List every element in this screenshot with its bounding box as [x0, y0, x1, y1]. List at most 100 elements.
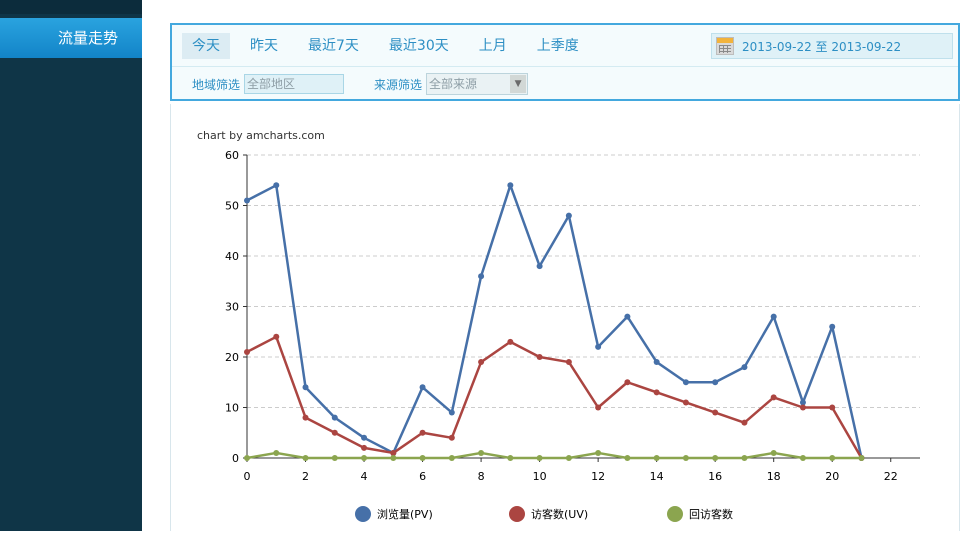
tab-yesterday[interactable]: 昨天 [250, 38, 278, 54]
tab-last-30-days[interactable]: 最近30天 [388, 38, 449, 54]
x-tick-label: 8 [478, 470, 485, 483]
date-tabs: 今天 昨天 最近7天 最近30天 上月 上季度 [182, 33, 599, 59]
data-point [799, 399, 806, 406]
data-point [244, 455, 250, 461]
legend-label: 浏览量(PV) [377, 507, 433, 521]
data-point [682, 399, 689, 406]
data-point [448, 409, 455, 416]
data-point [419, 429, 426, 436]
data-point [273, 333, 280, 340]
series-line-0 [246, 184, 863, 459]
data-point [624, 313, 631, 320]
series-line-2 [246, 451, 862, 460]
y-tick-label: 0 [232, 452, 239, 465]
legend-marker [667, 506, 683, 522]
data-point [653, 359, 660, 366]
data-point [419, 455, 426, 461]
data-point [595, 404, 602, 411]
data-point [331, 429, 338, 436]
data-point [712, 379, 719, 386]
data-point [478, 449, 485, 456]
data-point [448, 455, 455, 461]
sidebar-top-strip [0, 0, 142, 14]
sidebar: 流量走势 [0, 0, 142, 531]
legend-marker [355, 506, 371, 522]
y-tick-label: 50 [225, 200, 239, 213]
tab-last-quarter[interactable]: 上季度 [536, 38, 579, 54]
tab-today[interactable]: 今天 [182, 33, 230, 59]
chevron-down-icon[interactable]: ▼ [510, 75, 527, 93]
data-point [536, 455, 543, 461]
data-point [273, 182, 280, 189]
data-point [653, 389, 660, 396]
data-point [653, 455, 660, 461]
data-point [244, 197, 250, 204]
data-point [712, 455, 719, 461]
chart-credit: chart by amcharts.com [197, 129, 325, 142]
y-tick-label: 20 [225, 351, 239, 364]
data-point [624, 379, 631, 386]
x-tick-label: 22 [884, 470, 898, 483]
data-point [799, 404, 806, 411]
legend-marker [509, 506, 525, 522]
data-point [770, 394, 777, 401]
data-point [595, 343, 602, 350]
date-range-text: 2013-09-22 至 2013-09-22 [742, 39, 902, 54]
data-point [741, 419, 748, 426]
data-point [682, 379, 689, 386]
data-point [595, 449, 602, 456]
x-tick-label: 2 [302, 470, 309, 483]
data-point [565, 212, 572, 219]
data-point [331, 455, 338, 461]
data-point [244, 348, 250, 355]
legend-label: 回访客数 [689, 507, 733, 521]
sidebar-item-traffic-trend[interactable]: 流量走势 [0, 18, 142, 58]
x-tick-label: 12 [591, 470, 605, 483]
data-point [507, 338, 514, 345]
date-range-picker[interactable]: 2013-09-22 至 2013-09-22 [711, 33, 953, 59]
region-filter-label: 地域筛选 [192, 77, 241, 92]
calendar-icon[interactable] [716, 37, 734, 55]
x-tick-label: 6 [419, 470, 426, 483]
y-tick-label: 40 [225, 250, 239, 263]
data-point [361, 444, 368, 451]
data-point [390, 449, 397, 456]
data-point [858, 455, 865, 461]
data-point [302, 455, 309, 461]
traffic-chart: chart by amcharts.com 0 10 20 30 40 50 60 0 2 4 6 8 1… [197, 129, 920, 522]
data-point [770, 449, 777, 456]
source-filter-select[interactable]: 全部来源 ▼ [426, 73, 529, 95]
data-point [507, 182, 514, 189]
data-point [829, 323, 836, 330]
data-point [361, 434, 368, 441]
data-point [302, 384, 309, 391]
x-tick-label: 4 [361, 470, 368, 483]
x-tick-label: 10 [533, 470, 547, 483]
tab-last-7-days[interactable]: 最近7天 [308, 38, 359, 54]
series-line-1 [246, 335, 863, 459]
x-tick-label: 0 [244, 470, 251, 483]
data-point [712, 409, 719, 416]
data-point [448, 434, 455, 441]
data-point [799, 455, 806, 461]
data-point [536, 354, 543, 360]
data-point [829, 455, 836, 461]
data-point [419, 384, 426, 391]
data-point [741, 364, 748, 371]
tab-last-month[interactable]: 上月 [478, 38, 507, 54]
x-tick-label: 20 [825, 470, 839, 483]
data-point [478, 359, 485, 366]
data-point [565, 455, 572, 461]
data-point [741, 455, 748, 461]
data-point [829, 404, 836, 411]
region-filter-input[interactable]: 全部地区 [244, 74, 345, 94]
chart-panel: chart by amcharts.com 0 10 20 30 40 50 60 0 2 4 6 8 1… [170, 104, 960, 531]
y-tick-label: 30 [225, 301, 239, 314]
data-point [770, 313, 777, 320]
filter-divider [172, 66, 958, 67]
filter-row: 地域筛选 全部地区 来源筛选 全部来源 ▼ [192, 73, 529, 95]
filter-panel: 今天 昨天 最近7天 最近30天 上月 上季度 2013-09-22 至 201… [170, 23, 960, 101]
x-tick-label: 14 [650, 470, 664, 483]
data-point [536, 263, 543, 270]
x-tick-label: 16 [708, 470, 722, 483]
